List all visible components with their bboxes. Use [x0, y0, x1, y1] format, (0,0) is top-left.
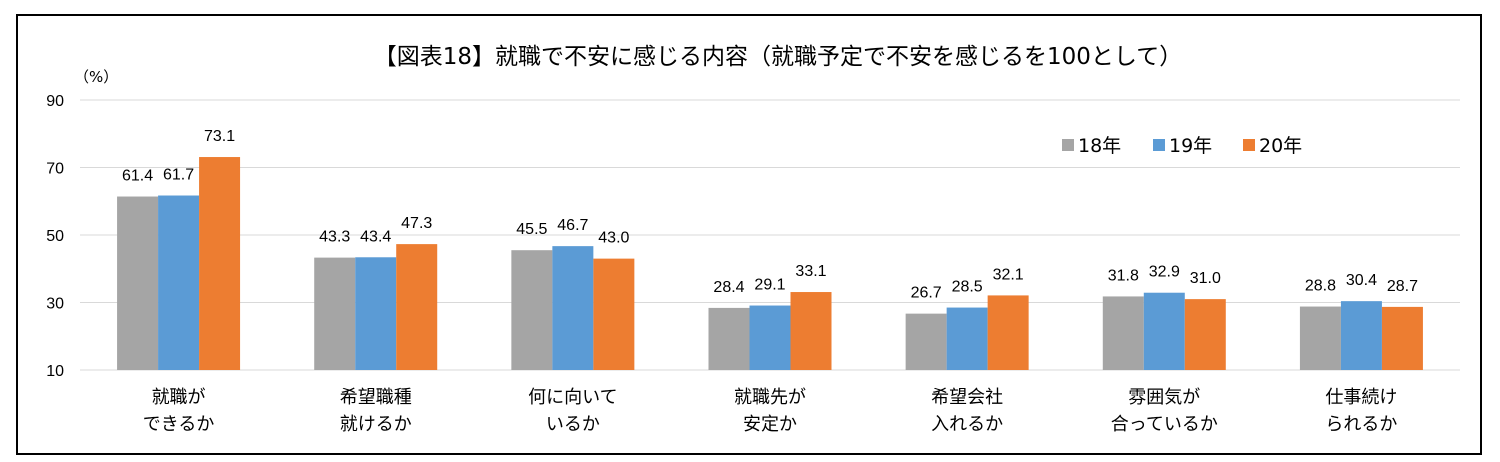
- bar-18年-6: [1299, 306, 1341, 370]
- category-label: 就けるか: [340, 414, 412, 435]
- category-label: 仕事続け: [1325, 387, 1397, 408]
- data-label: 28.7: [1387, 278, 1418, 295]
- category-label: 何に向いて: [528, 387, 617, 408]
- bar-19年-5: [1143, 292, 1185, 370]
- y-tick-label: 90: [46, 93, 64, 110]
- category-label: 合っているか: [1111, 414, 1218, 435]
- data-label: 26.7: [911, 285, 942, 302]
- legend-swatch: [1062, 139, 1074, 151]
- bar-18年-3: [708, 307, 750, 370]
- category-label: 雰囲気が: [1128, 387, 1200, 408]
- data-label: 46.7: [557, 217, 588, 234]
- bar-20年-3: [790, 292, 832, 370]
- bar-19年-6: [1340, 301, 1382, 370]
- gridlines: [80, 99, 1460, 371]
- y-tick-label: 30: [46, 296, 64, 313]
- chart-title: 【図表18】就職で不安に感じる内容（就職予定で不安を感じるを100として）: [374, 44, 1182, 70]
- bar-20年-5: [1184, 299, 1226, 370]
- bar-19年-0: [158, 195, 200, 370]
- data-label: 32.1: [993, 266, 1024, 283]
- bar-18年-2: [511, 250, 553, 370]
- category-label: 希望会社: [931, 387, 1003, 408]
- bar-19年-4: [946, 307, 988, 370]
- data-label: 29.1: [754, 277, 785, 294]
- bar-19年-2: [552, 246, 594, 370]
- y-tick-label: 50: [46, 228, 64, 245]
- data-label: 28.5: [952, 279, 983, 296]
- data-label: 28.4: [713, 279, 744, 296]
- legend: 18年 19年 20年: [1062, 135, 1302, 157]
- bar-20年-6: [1381, 306, 1423, 370]
- bar-20年-4: [987, 295, 1029, 370]
- data-label: 33.1: [795, 263, 826, 280]
- bar-19年-1: [355, 257, 397, 370]
- legend-swatch: [1153, 139, 1165, 151]
- bar-18年-5: [1102, 296, 1144, 370]
- data-labels: 61.4 43.3 45.5 28.4 26.7 31.8 28.8 61.7 43.4 46.7…: [122, 128, 1418, 302]
- category-label: 入れるか: [931, 414, 1003, 435]
- bar-20年-1: [396, 244, 438, 370]
- bar-18年-1: [314, 257, 356, 370]
- bar-18年-4: [905, 313, 947, 370]
- category-label: 就職が: [152, 387, 206, 408]
- data-label: 32.9: [1149, 264, 1180, 281]
- legend-label: 19年: [1169, 135, 1212, 157]
- bar-chart: 【図表18】就職で不安に感じる内容（就職予定で不安を感じるを100として） （%…: [46, 44, 1460, 435]
- legend-label: 20年: [1259, 135, 1302, 157]
- y-tick-label: 70: [46, 161, 64, 178]
- chart-frame: 【図表18】就職で不安に感じる内容（就職予定で不安を感じるを100として） （%…: [16, 14, 1482, 455]
- data-label: 47.3: [401, 215, 432, 232]
- category-label: 希望職種: [340, 387, 412, 408]
- data-label: 61.4: [122, 168, 153, 185]
- legend-swatch: [1243, 139, 1255, 151]
- data-label: 43.0: [598, 230, 629, 247]
- y-tick-label: 10: [46, 363, 64, 380]
- bar-19年-3: [749, 305, 791, 370]
- bar-20年-0: [199, 157, 241, 370]
- category-label: 安定か: [743, 414, 797, 435]
- data-label: 28.8: [1305, 278, 1336, 295]
- data-label: 43.3: [319, 229, 350, 246]
- bar-18年-0: [117, 196, 159, 370]
- data-label: 61.7: [163, 167, 194, 184]
- data-label: 31.0: [1190, 270, 1221, 287]
- legend-label: 18年: [1078, 135, 1121, 157]
- y-axis-ticks: 10 30 50 70 90: [46, 93, 64, 380]
- bars: [117, 157, 1423, 370]
- category-label: 就職先が: [734, 387, 806, 408]
- data-label: 45.5: [516, 221, 547, 238]
- bar-20年-2: [593, 258, 635, 370]
- y-axis-unit-label: （%）: [74, 68, 118, 86]
- category-label: いるか: [546, 414, 600, 435]
- data-label: 43.4: [360, 228, 391, 245]
- data-label: 73.1: [204, 128, 235, 145]
- category-label: できるか: [143, 414, 215, 435]
- category-label: られるか: [1325, 414, 1397, 435]
- data-label: 30.4: [1346, 272, 1377, 289]
- data-label: 31.8: [1108, 267, 1139, 284]
